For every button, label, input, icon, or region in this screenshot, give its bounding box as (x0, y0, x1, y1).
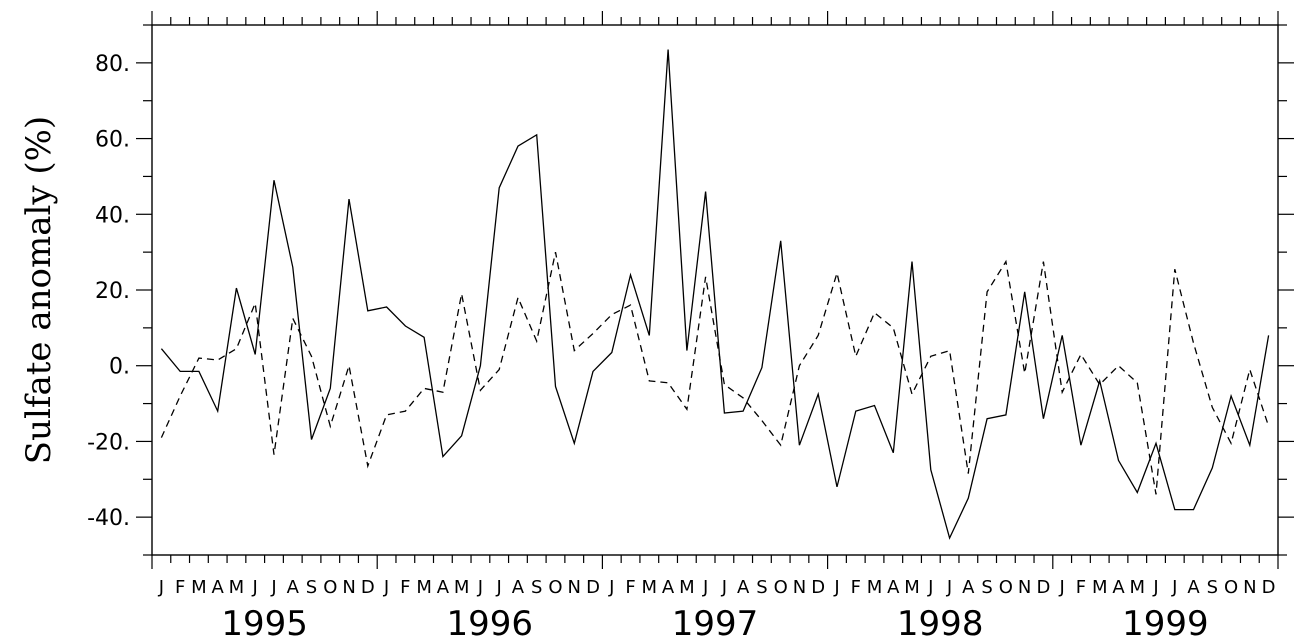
month-label: A (512, 577, 525, 598)
month-label: O (323, 577, 337, 598)
month-label: J (496, 577, 502, 598)
month-label: J (383, 577, 389, 598)
year-label: 1995 (221, 604, 308, 638)
month-label: M (867, 577, 883, 598)
month-label: F (625, 577, 635, 598)
month-label: M (416, 577, 432, 598)
series-layer (160, 49, 1270, 540)
month-label: O (1224, 577, 1238, 598)
month-label: M (642, 577, 658, 598)
month-label: M (904, 577, 920, 598)
month-label: A (887, 577, 900, 598)
month-label: S (981, 577, 992, 598)
month-label: J (252, 577, 258, 598)
month-label: D (361, 577, 375, 598)
y-tick-label: -20. (87, 430, 130, 455)
month-label: D (1036, 577, 1050, 598)
month-label: A (737, 577, 750, 598)
month-label: F (175, 577, 185, 598)
y-tick-label: 80. (95, 52, 130, 77)
month-label: D (811, 577, 825, 598)
month-label: S (306, 577, 317, 598)
axes: 80.60.40.20.0.-20.-40.J F M A M J J A S O N D J F M A M J… (87, 11, 1294, 638)
month-label: A (1187, 577, 1200, 598)
month-label: S (1207, 577, 1218, 598)
month-label: D (1262, 577, 1276, 598)
month-label: M (679, 577, 695, 598)
month-label: J (833, 577, 839, 598)
month-label: N (568, 577, 581, 598)
year-label: 1999 (1122, 604, 1209, 638)
month-label: A (212, 577, 225, 598)
series-line-dashed (160, 251, 1270, 495)
month-label: N (1243, 577, 1256, 598)
plot-frame (151, 24, 1279, 556)
y-tick-label: 0. (109, 355, 130, 380)
month-label: S (756, 577, 767, 598)
month-label: A (1112, 577, 1125, 598)
month-label: S (531, 577, 542, 598)
month-label: M (229, 577, 245, 598)
month-label: J (702, 577, 708, 598)
month-label: O (548, 577, 562, 598)
year-label: 1998 (897, 604, 984, 638)
month-label: J (477, 577, 483, 598)
month-label: O (999, 577, 1013, 598)
month-label: J (927, 577, 933, 598)
month-label: M (1092, 577, 1108, 598)
month-label: A (962, 577, 975, 598)
month-label: N (342, 577, 355, 598)
month-label: J (1059, 577, 1065, 598)
year-label: 1996 (447, 604, 534, 638)
month-label: O (774, 577, 788, 598)
month-label: M (1129, 577, 1145, 598)
month-label: J (270, 577, 276, 598)
month-label: F (1076, 577, 1086, 598)
month-label: J (608, 577, 614, 598)
y-tick-label: -40. (87, 506, 130, 531)
month-label: J (721, 577, 727, 598)
month-label: F (400, 577, 410, 598)
month-label: J (946, 577, 952, 598)
y-tick-label: 40. (95, 203, 130, 228)
month-label: A (437, 577, 450, 598)
month-label: D (586, 577, 600, 598)
month-label: J (1171, 577, 1177, 598)
month-label: M (454, 577, 470, 598)
series-line-solid (160, 49, 1270, 540)
month-label: N (1018, 577, 1031, 598)
y-axis-label: Sulfate anomaly (%) (19, 116, 59, 464)
y-tick-label: 20. (95, 279, 130, 304)
y-tick-label: 60. (95, 128, 130, 153)
month-label: A (287, 577, 300, 598)
month-label: M (191, 577, 207, 598)
month-label: J (158, 577, 164, 598)
month-label: F (851, 577, 861, 598)
year-label: 1997 (672, 604, 759, 638)
month-label: J (1152, 577, 1158, 598)
month-label: N (793, 577, 806, 598)
month-label: A (662, 577, 675, 598)
